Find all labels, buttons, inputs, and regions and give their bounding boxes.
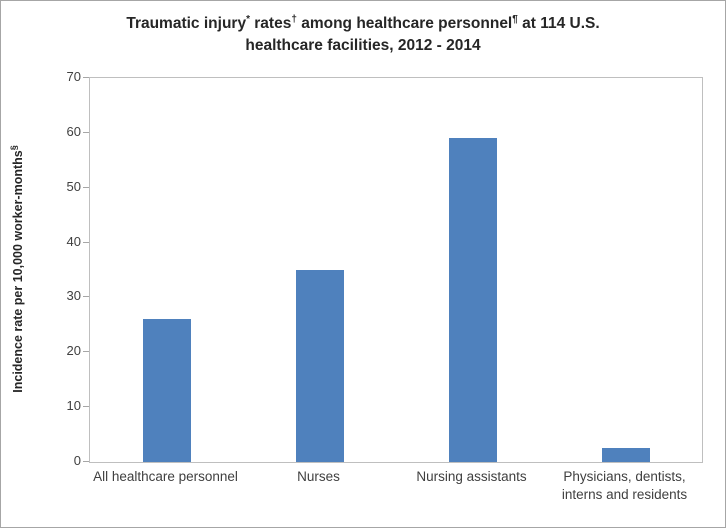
y-tick-label: 0 [73, 453, 81, 468]
y-tick-label: 70 [66, 69, 81, 84]
y-axis-title-text: Incidence rate per 10,000 worker-months§ [8, 145, 25, 393]
y-tick-mark [83, 186, 89, 188]
chart-title-line: healthcare facilities, 2012 - 2014 [245, 37, 481, 55]
y-tick-label: 60 [66, 123, 81, 139]
plot-area [89, 77, 703, 463]
y-tick-label: 40 [66, 233, 81, 249]
bar [142, 319, 191, 462]
x-tick-label: Physicians, dentists, interns and reside… [561, 469, 688, 503]
bar [448, 138, 497, 462]
bar [295, 270, 344, 462]
chart-title: Traumatic injury* rates† among healthcar… [1, 13, 725, 58]
y-axis-title: Incidence rate per 10,000 worker-months§ [7, 77, 29, 461]
y-tick-label: 10 [66, 398, 81, 414]
x-tick-label: All healthcare personnel [93, 469, 238, 484]
y-tick-mark [83, 461, 89, 462]
y-tick-mark [83, 296, 89, 298]
y-tick-mark [83, 131, 89, 133]
y-tick-label: 20 [66, 343, 81, 359]
x-tick-label: Nurses [297, 469, 340, 484]
y-tick-mark [83, 351, 89, 353]
bar [601, 448, 650, 462]
y-tick-mark [83, 77, 89, 78]
chart-title-line: Traumatic injury* rates† among healthcar… [126, 13, 600, 32]
y-tick-label: 30 [66, 288, 81, 304]
x-tick-label: Nursing assistants [416, 469, 527, 484]
y-tick-label: 50 [66, 178, 81, 194]
y-tick-mark [83, 406, 89, 408]
y-tick-mark [83, 241, 89, 243]
